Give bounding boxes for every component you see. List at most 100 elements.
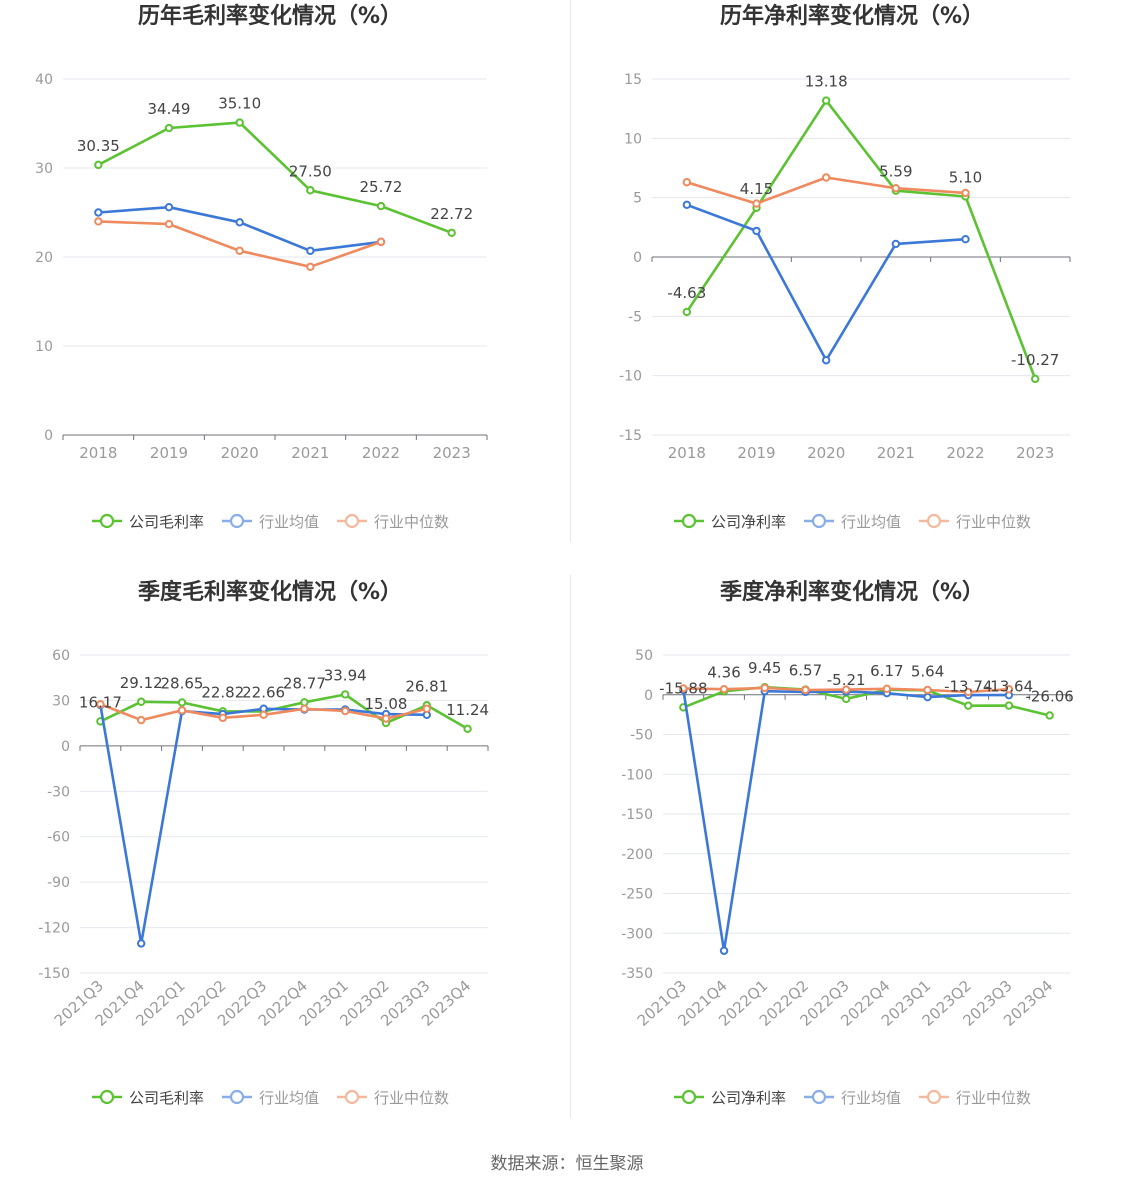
industry-mean-data-point	[752, 226, 761, 236]
industry-mean-data-point	[923, 692, 932, 702]
industry-median-series-line	[98, 220, 382, 269]
y-tick-label: 30	[35, 161, 53, 177]
legend-item-industry-mean[interactable]: 行业均值	[804, 1087, 901, 1108]
industry-median-data-point	[841, 685, 851, 694]
y-tick-label: 30	[52, 693, 70, 709]
company-data-point	[341, 690, 350, 699]
x-tick-label: 2023	[1016, 444, 1054, 462]
y-tick-label: 20	[35, 250, 53, 266]
legend-line-marker-icon	[919, 1089, 950, 1105]
legend-item-industry-mean[interactable]: 行业均值	[222, 511, 319, 532]
legend-item-industry-mean[interactable]: 行业均值	[804, 511, 901, 532]
company-data-label: 13.18	[805, 73, 848, 91]
company-data-point	[300, 698, 309, 707]
x-tick-label: 2023	[433, 444, 471, 462]
legend-item-industry-median[interactable]: 行业中位数	[337, 1087, 449, 1108]
company-data-point	[1030, 374, 1040, 384]
chart-title-annual-gross-margin: 历年毛利率变化情况（%）	[137, 4, 403, 29]
y-tick-label: 15	[624, 72, 642, 88]
industry-median-data-point	[719, 684, 729, 694]
company-data-point	[137, 697, 146, 706]
y-tick-label: -120	[38, 921, 70, 937]
legend-label: 行业中位数	[956, 1088, 1032, 1107]
legend-line-marker-icon	[92, 1089, 122, 1105]
industry-median-data-point	[164, 219, 174, 229]
company-data-label: -10.27	[1011, 351, 1059, 369]
chart-title-quarterly-gross-margin: 季度毛利率变化情况（%）	[137, 580, 403, 605]
industry-median-data-point	[259, 710, 268, 720]
company-data-label: -26.06	[1025, 687, 1073, 705]
panel-divider	[570, 0, 571, 542]
company-data-label: -15.88	[659, 679, 707, 697]
x-tick-label: 2021	[877, 444, 915, 462]
legend-item-industry-mean[interactable]: 行业均值	[222, 1087, 319, 1108]
legend-item-industry-median[interactable]: 行业中位数	[919, 511, 1031, 532]
chart-legend: 公司净利率 行业均值 行业中位数	[674, 1087, 1031, 1107]
industry-median-data-point	[891, 183, 901, 193]
legend-item-company[interactable]: 公司毛利率	[92, 1087, 204, 1108]
chart-legend: 公司净利率 行业均值 行业中位数	[674, 511, 1031, 531]
industry-median-data-point	[801, 685, 810, 695]
industry-mean-series-line	[682, 689, 1009, 953]
company-data-label: -5.21	[827, 671, 866, 689]
x-tick-label: 2021	[291, 444, 329, 462]
legend-item-company[interactable]: 公司毛利率	[92, 511, 204, 532]
company-data-label: 22.72	[430, 205, 473, 223]
legend-item-company[interactable]: 公司净利率	[674, 1087, 786, 1108]
industry-median-data-point	[923, 685, 932, 695]
company-data-label: 27.50	[289, 162, 332, 180]
company-data-label: 4.15	[740, 180, 773, 198]
company-data-label: -13.64	[985, 678, 1033, 696]
company-data-point	[1004, 701, 1014, 710]
industry-median-data-point	[177, 706, 187, 715]
company-data-point	[376, 201, 386, 211]
legend-icon-marker	[344, 513, 360, 529]
x-tick-label: 2018	[668, 444, 706, 462]
company-data-label: 6.17	[870, 662, 903, 680]
company-data-label: -13.74	[944, 678, 992, 696]
industry-mean-series-line	[686, 203, 966, 362]
industry-median-data-point	[1004, 684, 1014, 694]
legend-item-industry-median[interactable]: 行业中位数	[337, 511, 449, 532]
industry-median-data-point	[306, 262, 315, 271]
legend-line-marker-icon	[222, 1089, 253, 1105]
chart-legend: 公司毛利率 行业均值 行业中位数	[92, 511, 449, 531]
legend-icon-marker	[681, 1089, 697, 1105]
x-tick-label: 2020	[807, 444, 845, 462]
company-data-label: 6.57	[789, 662, 822, 680]
legend-icon-marker	[811, 513, 827, 529]
x-tick-label: 2022	[946, 444, 984, 462]
company-data-point	[463, 724, 472, 734]
legend-item-industry-median[interactable]: 行业中位数	[919, 1087, 1031, 1108]
company-data-label: 5.64	[911, 662, 944, 680]
legend-icon-marker	[344, 1089, 360, 1105]
chart-legend: 公司毛利率 行业均值 行业中位数	[92, 1087, 449, 1107]
legend-label: 行业中位数	[374, 512, 450, 531]
industry-mean-data-point	[821, 356, 831, 365]
legend-line-marker-icon	[919, 513, 950, 529]
company-data-label: -4.63	[667, 284, 706, 302]
company-data-label: 35.10	[218, 95, 261, 113]
legend-item-company[interactable]: 公司净利率	[674, 511, 786, 532]
chart-plot-1: -15 -10 -5 0 5 10 15 2018 2019 2020 2021 2022 2023 -4…	[619, 72, 1071, 462]
industry-mean-series-line	[99, 704, 427, 945]
industry-median-data-point	[94, 217, 103, 226]
chart-title-annual-net-margin: 历年净利率变化情况（%）	[719, 4, 985, 29]
y-tick-label: -150	[621, 807, 653, 823]
company-data-label: 22.82	[201, 683, 244, 701]
legend-label: 公司净利率	[711, 1088, 787, 1107]
industry-median-data-point	[218, 713, 228, 723]
y-tick-label: 10	[35, 339, 53, 355]
company-data-label: 28.77	[283, 674, 326, 692]
x-tick-label: 2019	[150, 444, 188, 462]
chart-plot-2: -150-120-90-60-30030602021Q32021Q42022Q1…	[38, 648, 489, 1030]
y-tick-label: -350	[621, 966, 653, 982]
legend-label: 公司毛利率	[129, 1088, 205, 1107]
company-series-line	[97, 121, 453, 235]
legend-label: 行业中位数	[374, 1088, 450, 1107]
industry-median-data-point	[961, 188, 970, 198]
data-source-note: 数据来源：恒生聚源	[490, 1154, 644, 1174]
legend-label: 公司净利率	[711, 512, 787, 531]
company-data-point	[821, 96, 831, 105]
